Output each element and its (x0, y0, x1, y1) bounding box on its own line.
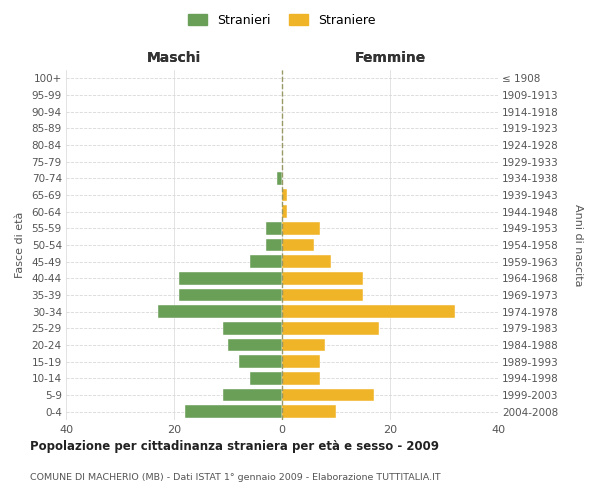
Bar (282, 306, 455, 318)
Bar (179, 289, 282, 301)
Bar (282, 406, 336, 418)
Bar (282, 372, 320, 384)
Text: COMUNE DI MACHERIO (MB) - Dati ISTAT 1° gennaio 2009 - Elaborazione TUTTITALIA.I: COMUNE DI MACHERIO (MB) - Dati ISTAT 1° … (30, 473, 440, 482)
Bar (282, 289, 363, 301)
Bar (158, 306, 282, 318)
Legend: Stranieri, Straniere: Stranieri, Straniere (184, 8, 380, 32)
Bar (282, 339, 325, 351)
Bar (282, 356, 320, 368)
Bar (266, 239, 282, 251)
Bar (239, 356, 282, 368)
Bar (223, 389, 282, 401)
Bar (266, 222, 282, 234)
Bar (282, 206, 287, 218)
Bar (282, 256, 331, 268)
Bar (185, 406, 282, 418)
Bar (282, 222, 320, 234)
Text: Femmine: Femmine (355, 51, 425, 65)
Bar (179, 272, 282, 284)
Text: Femmine: Femmine (355, 51, 425, 65)
Bar (277, 172, 282, 184)
Bar (223, 322, 282, 334)
Text: Maschi: Maschi (147, 51, 201, 65)
Y-axis label: Fasce di età: Fasce di età (14, 212, 25, 278)
Text: Popolazione per cittadinanza straniera per età e sesso - 2009: Popolazione per cittadinanza straniera p… (30, 440, 439, 453)
Bar (228, 339, 282, 351)
Bar (282, 389, 374, 401)
Y-axis label: Anni di nascita: Anni di nascita (574, 204, 583, 286)
Bar (282, 188, 287, 201)
Bar (282, 272, 363, 284)
Bar (282, 322, 379, 334)
Bar (250, 256, 282, 268)
Bar (250, 372, 282, 384)
Text: Maschi: Maschi (147, 51, 201, 65)
Bar (282, 239, 314, 251)
